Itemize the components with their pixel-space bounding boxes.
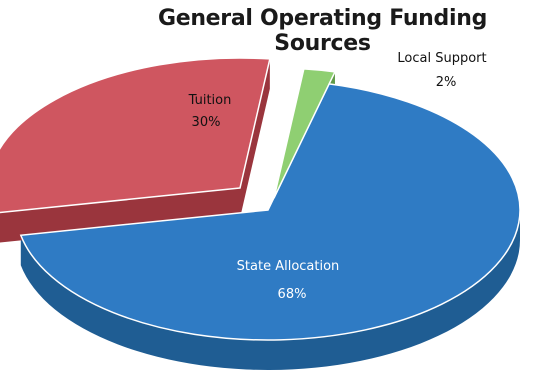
slice-label-value: 30% <box>192 115 221 130</box>
slice-label-name: Tuition <box>188 93 232 108</box>
chart-title: General Operating Funding Sources <box>157 6 488 56</box>
slice-label-name: State Allocation <box>237 259 340 274</box>
slice-label-value: 68% <box>278 287 307 302</box>
slice-label-name: Local Support <box>397 51 486 66</box>
pie-labels: State Allocation 68% Tuition 30% Local Suppo… <box>188 51 487 302</box>
pie-wall-tuition <box>0 188 240 243</box>
slice-label-value: 2% <box>436 75 457 90</box>
pie-wall-tuition <box>240 58 270 218</box>
pie-tops <box>0 57 521 341</box>
pie-slice-state-allocation <box>19 83 521 341</box>
pie-side-state-allocation <box>20 210 521 371</box>
pie-slice-tuition <box>0 57 271 214</box>
pie-slice-local-support <box>273 68 337 199</box>
